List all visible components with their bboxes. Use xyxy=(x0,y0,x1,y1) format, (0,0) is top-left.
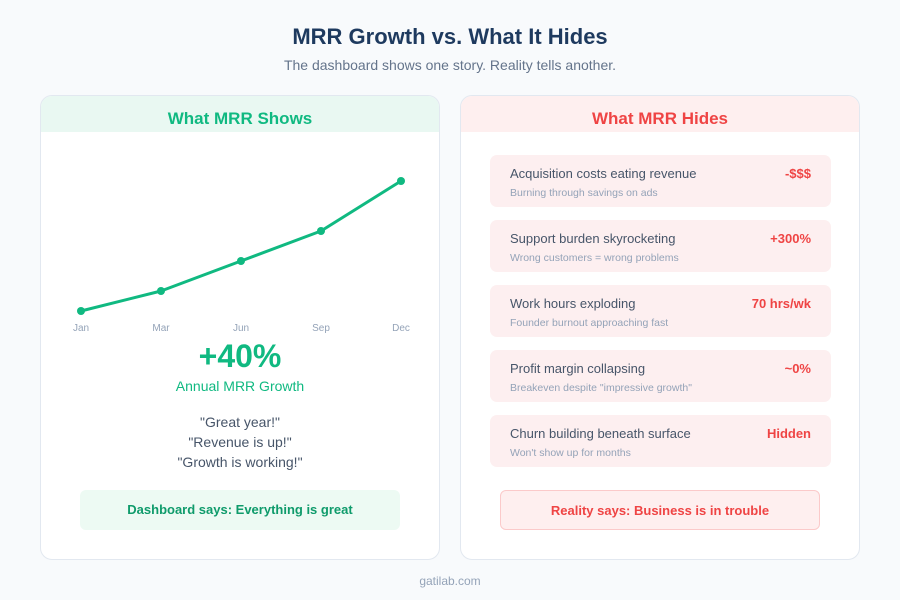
mrr-hides-card: What MRR Hides Acquisition costs eating … xyxy=(460,95,860,560)
x-tick-label: Mar xyxy=(152,323,170,334)
item-value: 70 hrs/wk xyxy=(751,296,811,311)
item-subtitle: Breakeven despite "impressive growth" xyxy=(510,382,692,394)
reality-verdict: Reality says: Business is in trouble xyxy=(500,490,820,530)
mrr-shows-card: What MRR Shows Jan Mar Jun Sep Dec +40% Annu… xyxy=(40,95,440,560)
hidden-cost-item: Work hours exploding Founder burnout appr… xyxy=(490,285,831,337)
data-point xyxy=(237,257,245,265)
item-value: ~0% xyxy=(784,361,811,376)
x-tick-label: Jan xyxy=(73,323,89,334)
hidden-cost-item: Churn building beneath surface Won't show… xyxy=(490,415,831,467)
data-point xyxy=(397,177,405,185)
x-tick-label: Dec xyxy=(392,323,410,334)
data-point xyxy=(317,227,325,235)
quote: "Great year!" xyxy=(200,414,280,430)
card-heading: What MRR Hides xyxy=(461,96,859,132)
item-subtitle: Founder burnout approaching fast xyxy=(510,317,669,329)
quote: "Revenue is up!" xyxy=(188,434,292,450)
item-title: Profit margin collapsing xyxy=(510,361,646,376)
hidden-cost-item: Support burden skyrocketing Wrong custome… xyxy=(490,220,831,272)
quote: "Growth is working!" xyxy=(177,454,303,470)
item-value: +300% xyxy=(770,231,811,246)
data-point xyxy=(77,307,85,315)
x-tick-label: Jun xyxy=(233,323,249,334)
card-heading: What MRR Shows xyxy=(41,96,439,132)
dashboard-verdict: Dashboard says: Everything is great xyxy=(80,490,400,530)
item-title: Churn building beneath surface xyxy=(510,426,691,441)
item-title: Support burden skyrocketing xyxy=(510,231,676,246)
item-subtitle: Wrong customers = wrong problems xyxy=(510,252,679,264)
item-subtitle: Burning through savings on ads xyxy=(510,187,658,199)
page-title: MRR Growth vs. What It Hides xyxy=(292,24,608,49)
item-value: -$$$ xyxy=(784,166,811,181)
growth-label: Annual MRR Growth xyxy=(175,378,305,394)
mrr-line-chart: Jan Mar Jun Sep Dec xyxy=(73,177,410,334)
growth-value: +40% xyxy=(198,338,282,374)
x-tick-label: Sep xyxy=(312,323,330,334)
item-subtitle: Won't show up for months xyxy=(510,447,631,459)
footer-credit: gatilab.com xyxy=(419,574,481,588)
hidden-cost-item: Acquisition costs eating revenue Burning … xyxy=(490,155,831,207)
item-title: Work hours exploding xyxy=(510,296,636,311)
data-point xyxy=(157,287,165,295)
page-subtitle: The dashboard shows one story. Reality t… xyxy=(283,57,617,73)
hidden-cost-item: Profit margin collapsing Breakeven despit… xyxy=(490,350,831,402)
item-value: Hidden xyxy=(766,426,811,441)
mrr-line xyxy=(80,179,402,313)
quotes: "Great year!" "Revenue is up!" "Growth i… xyxy=(41,412,439,472)
item-title: Acquisition costs eating revenue xyxy=(510,166,697,181)
